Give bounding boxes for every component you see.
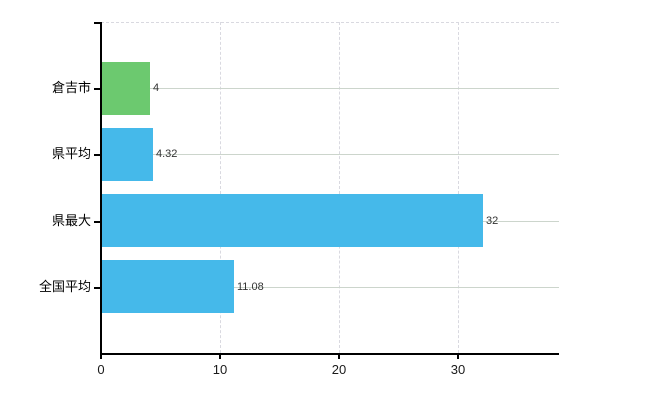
- y-axis: [100, 22, 102, 353]
- bar: [102, 128, 153, 181]
- value-label: 32: [486, 215, 499, 227]
- y-axis-tick: [94, 154, 100, 156]
- x-axis-tick: [457, 353, 459, 359]
- y-axis-top-tick: [94, 22, 100, 24]
- x-tick-label: 0: [97, 362, 105, 377]
- x-axis-tick: [338, 353, 340, 359]
- bar: [102, 194, 483, 247]
- value-label: 4.32: [156, 148, 178, 160]
- v-gridline: [458, 22, 459, 353]
- bar: [102, 260, 234, 313]
- h-gridline: [101, 154, 559, 155]
- x-axis-tick: [219, 353, 221, 359]
- v-gridline: [220, 22, 221, 353]
- category-label: 県最大: [51, 213, 91, 228]
- value-label: 4: [153, 82, 160, 94]
- x-tick-label: 10: [212, 362, 228, 377]
- x-tick-label: 20: [331, 362, 347, 377]
- category-label: 全国平均: [38, 279, 91, 294]
- h-gridline: [101, 287, 559, 288]
- bar: [102, 62, 150, 115]
- category-label: 倉吉市: [51, 80, 91, 95]
- x-axis: [100, 353, 559, 355]
- y-axis-tick: [94, 287, 100, 289]
- category-label: 県平均: [51, 146, 91, 161]
- y-axis-tick: [94, 88, 100, 90]
- x-tick-label: 30: [450, 362, 466, 377]
- x-axis-tick: [100, 353, 102, 359]
- v-gridline: [339, 22, 340, 353]
- y-axis-tick: [94, 221, 100, 223]
- value-label: 11.08: [237, 281, 264, 293]
- plot-top-border: [101, 22, 559, 23]
- h-gridline: [101, 88, 559, 89]
